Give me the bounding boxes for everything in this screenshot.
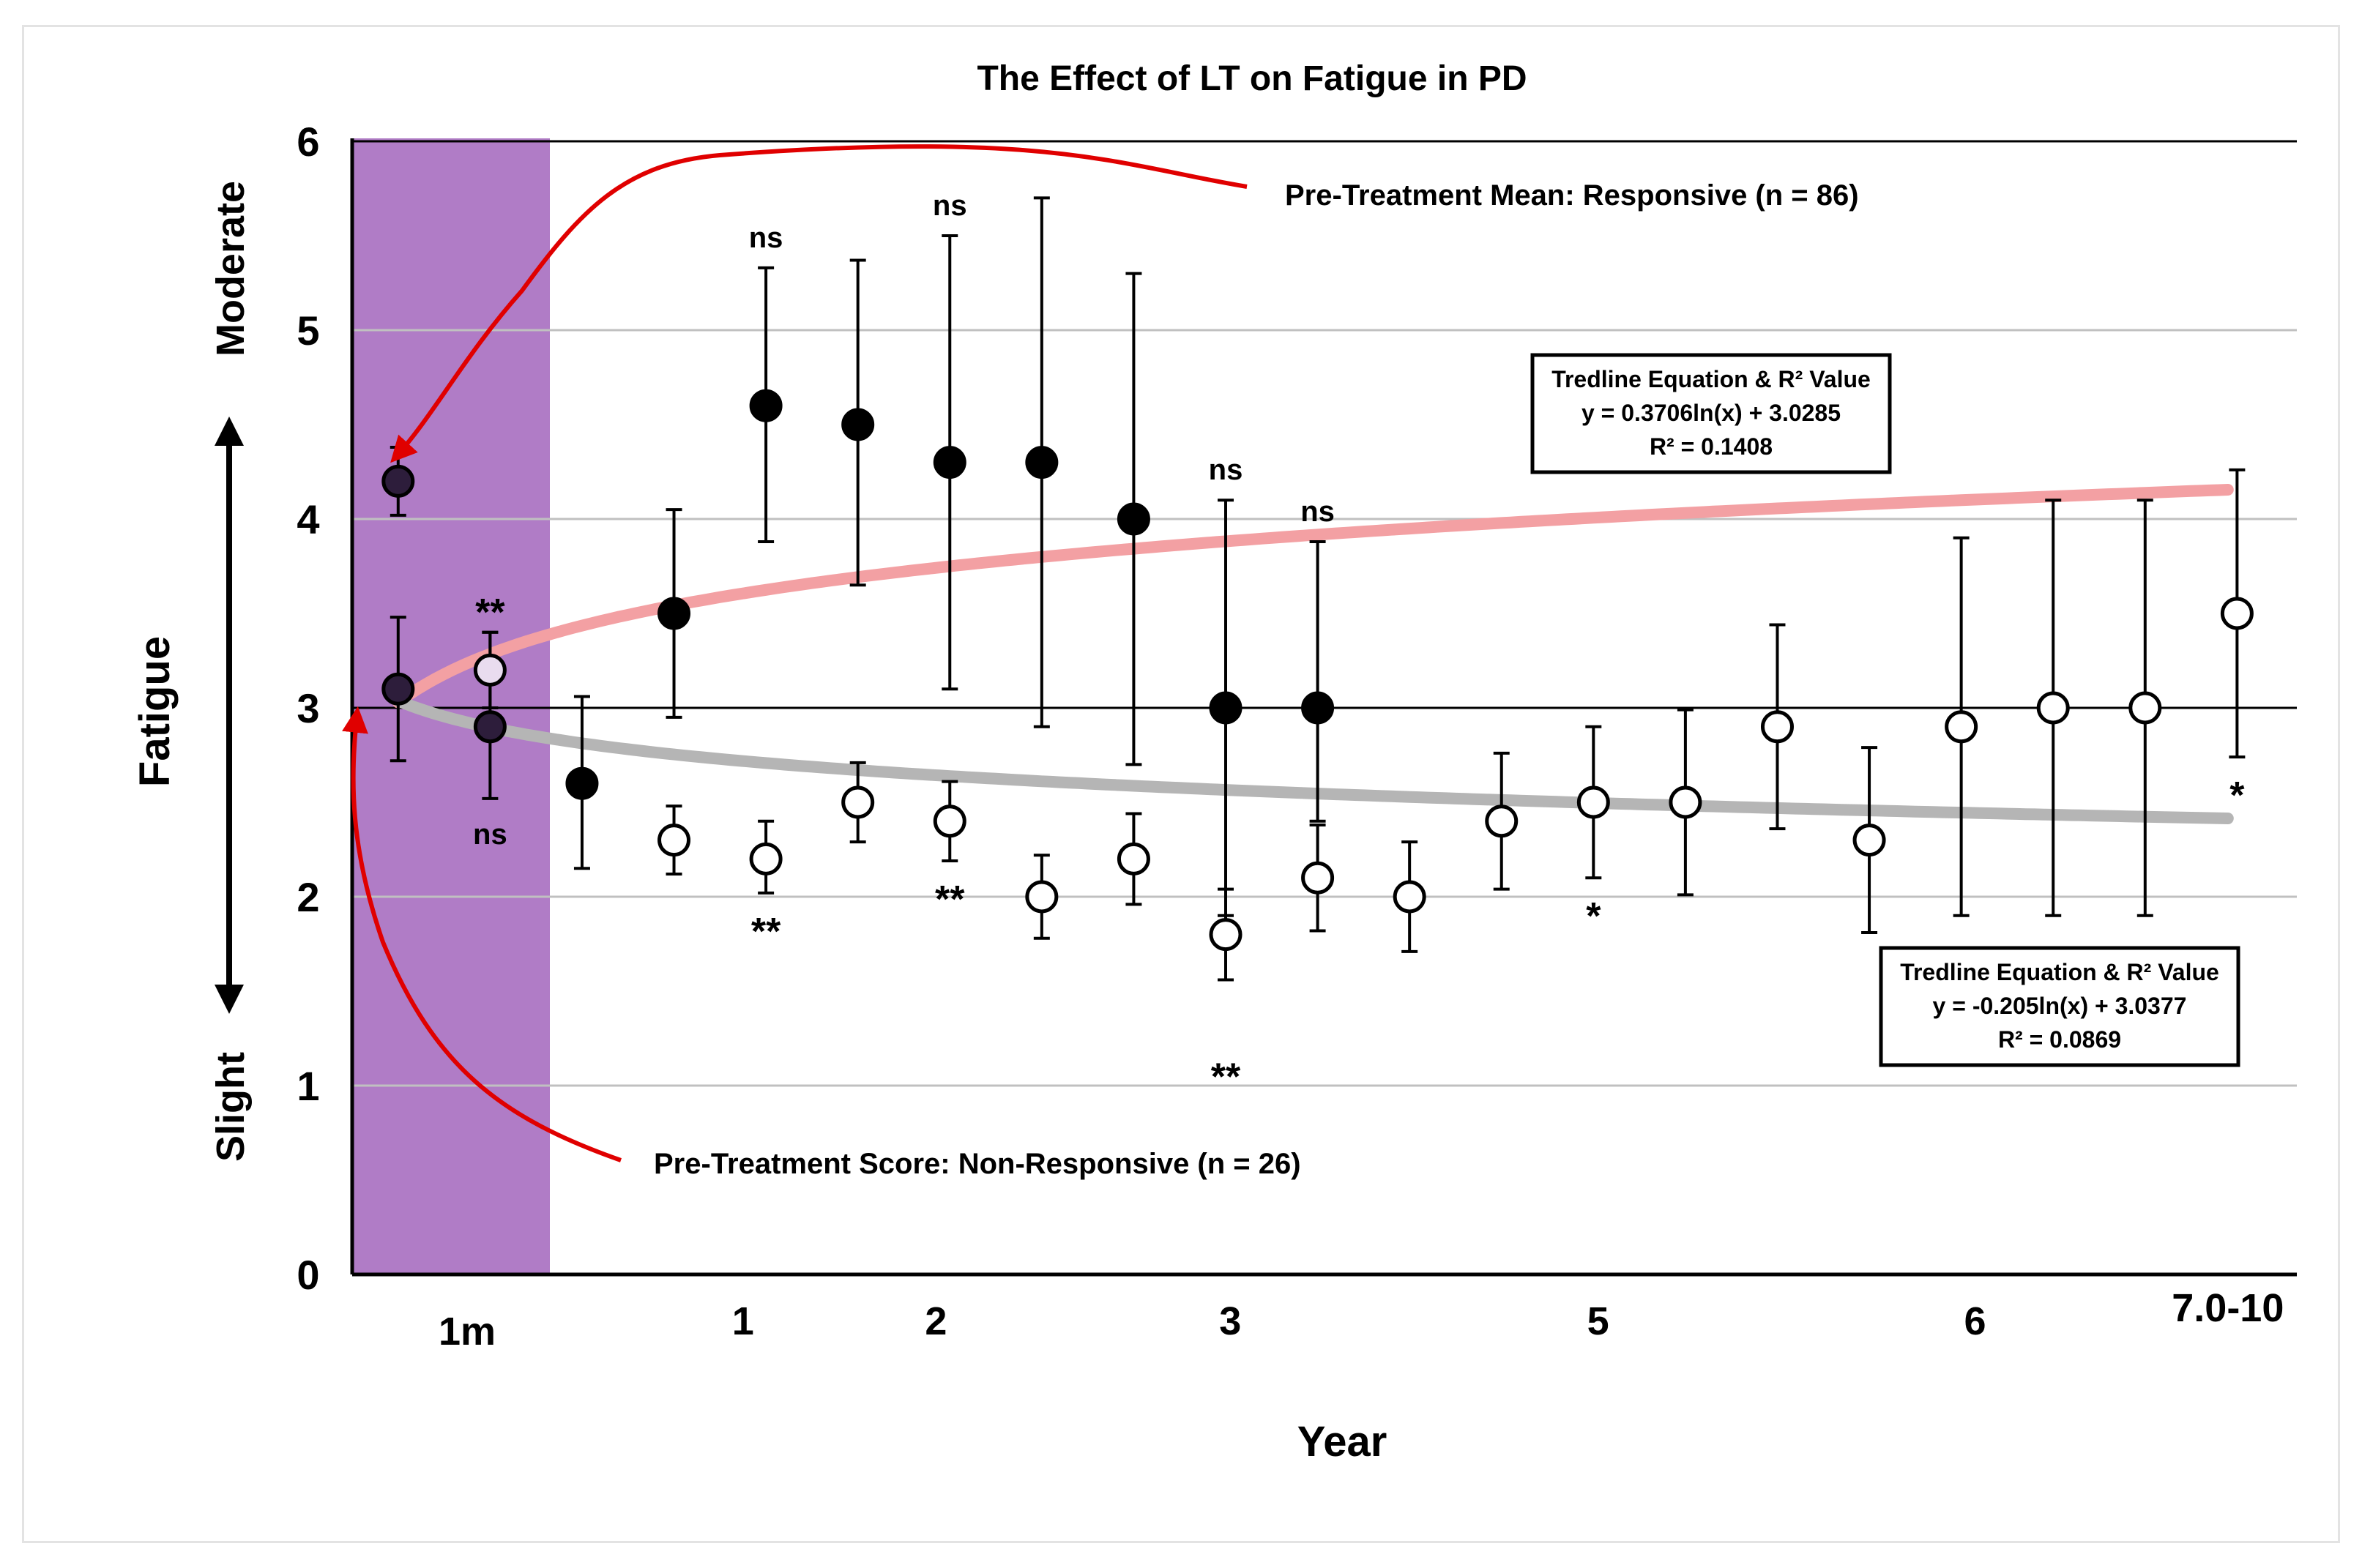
treatment-shaded-region	[350, 138, 550, 1274]
significance-label: **	[935, 878, 965, 921]
non-responsive-point	[1301, 861, 1335, 895]
non-responsive-point	[1025, 880, 1059, 914]
non-responsive-point	[2036, 691, 2070, 725]
x-axis-label: Year	[1297, 1418, 1387, 1466]
significance-label: ns	[749, 222, 783, 254]
non-responsive-point	[1209, 918, 1243, 952]
non-responsive-point	[841, 785, 875, 819]
y-tick-label: 4	[297, 496, 319, 542]
responsive-point	[1025, 446, 1059, 479]
non-responsive-point	[473, 653, 507, 687]
y-axis-label: Fatigue	[131, 636, 179, 787]
non-responsive-point	[933, 804, 966, 838]
x-tick-label: 3	[1219, 1299, 1241, 1343]
non-responsive-point	[1393, 880, 1426, 914]
trendline-equation: y = 0.3706ln(x) + 3.0285	[1582, 400, 1841, 426]
non-responsive-point	[1945, 710, 1978, 744]
non-responsive-point	[1760, 710, 1794, 744]
significance-label: ns	[933, 190, 967, 222]
y-tick-label: 0	[297, 1252, 319, 1298]
y-tick-label: 5	[297, 307, 319, 354]
non-responsive-point	[1117, 842, 1150, 876]
significance-label: *	[1586, 895, 1601, 938]
non-responsive-trendline	[392, 695, 2234, 824]
trendline-box-title: Tredline Equation & R² Value	[1551, 366, 1871, 392]
x-tick-label: 7.0-10	[2172, 1286, 2284, 1330]
non-responsive-point	[657, 824, 691, 857]
x-tick-label: 2	[925, 1299, 947, 1343]
annotation-responsive-arrow	[390, 144, 1248, 463]
x-tick-label: 1	[732, 1299, 754, 1343]
non-responsive-point	[1669, 785, 1702, 819]
non-responsive-point	[1576, 785, 1610, 819]
x-tick-label: 6	[1964, 1299, 1986, 1343]
y-tick-label: 1	[297, 1063, 319, 1109]
responsive-point	[657, 597, 691, 630]
responsive-point	[1209, 691, 1243, 725]
responsive-point	[933, 446, 966, 479]
responsive-point	[1301, 691, 1335, 725]
responsive-point	[473, 710, 507, 744]
y-tick-label: 3	[297, 685, 319, 731]
responsive-point	[841, 408, 875, 441]
annotation-non-responsive-arrow	[342, 706, 622, 1162]
responsive-point	[749, 389, 783, 422]
trendline-equation: y = -0.205ln(x) + 3.0377	[1933, 993, 2187, 1019]
chart-title: The Effect of LT on Fatigue in PD	[977, 59, 1527, 98]
y-tick-label: 2	[297, 874, 319, 920]
annotation-responsive: Pre-Treatment Mean: Responsive (n = 86)	[1285, 179, 1859, 212]
significance-label: **	[475, 591, 505, 634]
trendline-box-responsive: Tredline Equation & R² Value y = 0.3706l…	[1530, 353, 1892, 474]
annotation-non-responsive: Pre-Treatment Score: Non-Responsive (n =…	[654, 1148, 1301, 1180]
trendline-box-non-responsive: Tredline Equation & R² Value y = -0.205l…	[1879, 946, 2240, 1067]
responsive-point	[1117, 502, 1150, 536]
x-tick-labels: 1m 1 2 3 5 6 7.0-10	[439, 1286, 2284, 1354]
y-side-label-bottom: Slight	[209, 1052, 253, 1162]
significance-label: **	[751, 911, 781, 953]
y-tick-label: 6	[297, 119, 319, 165]
non-responsive-point	[381, 672, 415, 706]
trendline-box-title: Tredline Equation & R² Value	[1900, 959, 2219, 985]
figure-frame: The Effect of LT on Fatigue in PD 0 1 2 3 4 5…	[22, 25, 2340, 1543]
significance-label: *	[2229, 774, 2245, 817]
responsive-point	[565, 766, 599, 800]
non-responsive-point	[2220, 597, 2254, 630]
non-responsive-point	[1485, 804, 1519, 838]
data-points	[381, 389, 2254, 952]
y-tick-labels: 0 1 2 3 4 5 6	[297, 119, 319, 1298]
x-tick-label: 5	[1587, 1299, 1609, 1343]
responsive-point	[381, 464, 415, 498]
non-responsive-point	[1852, 824, 1886, 857]
significance-label: ns	[473, 818, 507, 851]
x-tick-label: 1m	[439, 1310, 496, 1354]
trendline-r2: R² = 0.0869	[1998, 1026, 2121, 1053]
trendline-r2: R² = 0.1408	[1650, 433, 1773, 460]
significance-label: ns	[1209, 454, 1243, 486]
y-side-label-top: Moderate	[209, 181, 253, 356]
significance-label: ns	[1300, 496, 1335, 528]
non-responsive-point	[2128, 691, 2162, 725]
fatigue-chart: The Effect of LT on Fatigue in PD 0 1 2 3 4 5…	[131, 59, 2297, 1466]
significance-label: **	[1211, 1056, 1241, 1099]
responsive-trendline	[392, 484, 2234, 709]
non-responsive-point	[749, 842, 783, 876]
